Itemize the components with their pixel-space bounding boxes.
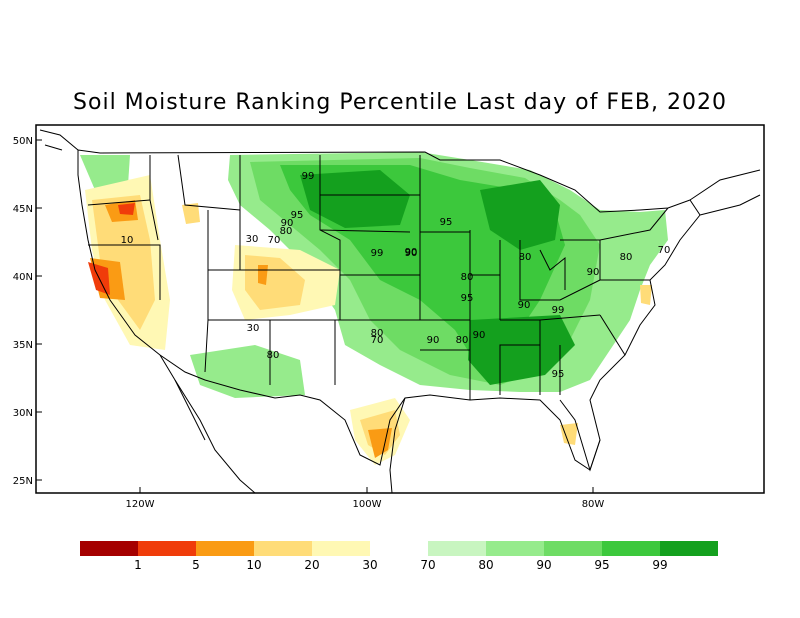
state-line-13 [319,229,411,233]
contour-label: 80 [371,328,384,339]
contour-label: 80 [461,272,474,283]
state-line-23 [519,240,601,301]
contour-label: 70 [658,245,671,256]
legend-swatch [486,541,544,556]
legend-label: 1 [134,558,142,572]
dry-region-california-medium [92,195,155,330]
contour-label: 95 [461,293,474,304]
wet-region-pacific-northwest [80,155,130,190]
state-line-30 [599,207,669,241]
lat-tick-label: 35N [13,340,33,351]
legend-label: 20 [304,558,319,572]
legend-label: 10 [246,558,261,572]
legend-swatch [80,541,138,556]
legend-label: 99 [652,558,667,572]
dry-region-idaho [182,203,200,224]
mexico-coast-west [159,354,256,493]
dry-region-texas-strong [368,428,392,458]
legend-label: 5 [192,558,200,572]
contour-label: 95 [552,369,565,380]
lat-tick-label: 45N [13,204,33,215]
lat-tick-label: 50N [13,136,33,147]
lon-tick-label: 100W [353,499,382,510]
contour-label: 80 [620,252,633,263]
map-shading [80,152,668,465]
legend-label: 95 [594,558,609,572]
contour-label: 90 [405,248,418,259]
map-title: Soil Moisture Ranking Percentile Last da… [73,90,727,115]
contour-label: 30 [246,234,259,245]
state-line-25 [499,344,540,395]
contour-label: 80 [280,226,293,237]
legend-label: 70 [420,558,435,572]
contour-label: 99 [302,171,315,182]
lat-tick-label: 40N [13,272,33,283]
mexico-coast-gulf [389,397,406,493]
boundaries [39,129,761,493]
lat-tick-label: 30N [13,408,33,419]
legend-label: 80 [478,558,493,572]
contour-label: 99 [371,248,384,259]
legend-swatch [544,541,602,556]
florida-coast [559,399,601,472]
legend-swatch [660,541,718,556]
legend-swatch [312,541,370,556]
state-line-4 [177,154,241,211]
contour-label: 95 [440,217,453,228]
legend-label: 90 [536,558,551,572]
contour-label: 80 [519,252,532,263]
canada-coast-east [689,169,761,216]
lat-axis: 50N 45N 40N 35N 30N 25N [13,136,42,487]
contour-label: 90 [473,330,486,341]
canada-coast-west [39,129,79,151]
contour-label: 70 [371,335,384,346]
contour-label: 70 [268,235,281,246]
dry-region-oregon-extreme [118,203,135,215]
state-line-2 [87,199,151,206]
baja-coast [174,379,206,441]
contour-label: 80 [456,335,469,346]
contour-label: 99 [552,305,565,316]
dry-region-florida [560,423,578,445]
contour-label: 90 [427,335,440,346]
contour-label: 30 [247,323,260,334]
contour-label: 90 [405,247,418,258]
legend-swatch [196,541,254,556]
contour-label: 80 [267,350,280,361]
state-line-27 [599,314,626,356]
contour-labels: 99 95 90 80 70 10 30 30 80 99 90 80 95 9… [121,171,671,380]
contour-label: 90 [587,267,600,278]
wet-region-darkest-north [300,170,410,228]
wet-region-new-mexico [190,345,305,398]
map-frame [35,124,765,494]
legend-swatch [428,541,486,556]
legend-swatch [138,541,196,556]
lon-tick-label: 120W [126,499,155,510]
lat-tick-label: 25N [13,476,33,487]
state-line-5 [204,210,209,373]
state-line-24 [560,239,650,281]
color-legend: 1 5 10 20 30 70 80 90 95 99 [80,541,718,572]
lon-axis: 120W 100W 80W [126,487,605,510]
contour-label: 90 [281,218,294,229]
us-outline [77,149,701,471]
state-line-11 [319,155,341,320]
state-line-29 [539,249,566,290]
legend-swatch [602,541,660,556]
dry-region-mid-atlantic [640,285,652,305]
lon-tick-label: 80W [582,499,605,510]
wet-region-darkest-southeast [468,315,575,385]
contour-label: 10 [121,235,134,246]
legend-swatch [254,541,312,556]
wet-region-darkest-great-lakes [480,180,560,250]
state-line-3 [88,244,161,300]
contour-label: 95 [291,210,304,221]
contour-label: 90 [518,300,531,311]
state-line-21 [539,314,601,321]
legend-label: 30 [362,558,377,572]
